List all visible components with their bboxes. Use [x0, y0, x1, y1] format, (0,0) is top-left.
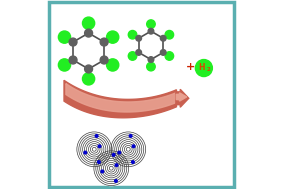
Circle shape [94, 151, 129, 186]
Circle shape [160, 50, 166, 55]
Circle shape [100, 38, 108, 46]
Circle shape [160, 36, 166, 41]
Circle shape [101, 170, 104, 173]
Circle shape [147, 62, 155, 71]
Circle shape [118, 151, 121, 154]
Circle shape [112, 153, 115, 156]
FancyArrow shape [176, 89, 189, 107]
Circle shape [69, 38, 77, 46]
Circle shape [148, 57, 154, 62]
Circle shape [111, 132, 146, 167]
Circle shape [115, 180, 117, 182]
Circle shape [132, 161, 134, 163]
Circle shape [98, 145, 101, 148]
Polygon shape [66, 84, 177, 112]
Text: +: + [185, 62, 195, 72]
Circle shape [136, 36, 142, 41]
Circle shape [77, 132, 112, 167]
Circle shape [136, 50, 142, 55]
Circle shape [85, 29, 93, 37]
Circle shape [69, 56, 77, 64]
Circle shape [100, 56, 108, 64]
Circle shape [58, 31, 70, 43]
Circle shape [128, 52, 137, 60]
Circle shape [85, 65, 93, 73]
Circle shape [165, 52, 173, 60]
Circle shape [82, 73, 95, 85]
Circle shape [107, 31, 119, 43]
Text: H: H [198, 63, 205, 72]
Circle shape [195, 60, 212, 77]
FancyArrow shape [176, 93, 187, 101]
Circle shape [98, 161, 100, 163]
Circle shape [115, 164, 118, 167]
Circle shape [128, 30, 137, 39]
Polygon shape [64, 80, 177, 118]
Circle shape [148, 28, 154, 34]
Circle shape [132, 145, 135, 148]
Circle shape [107, 59, 119, 71]
Circle shape [147, 20, 155, 28]
Circle shape [58, 59, 70, 71]
Circle shape [165, 30, 173, 39]
Text: 2: 2 [206, 67, 210, 72]
Circle shape [95, 135, 98, 137]
Circle shape [84, 151, 87, 154]
Circle shape [129, 135, 132, 137]
Circle shape [82, 17, 95, 29]
